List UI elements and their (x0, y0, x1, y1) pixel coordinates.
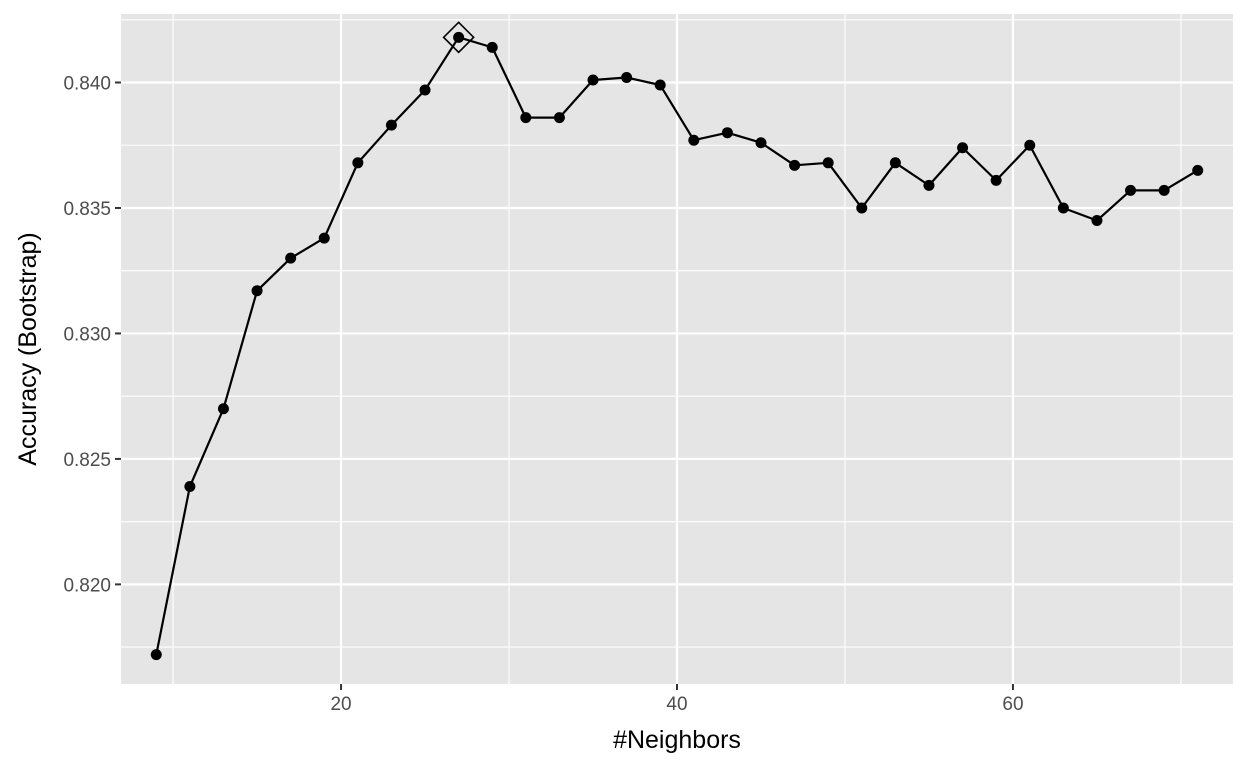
axis-ticks: 20 40 60 0.820 0.825 0.830 0.835 0.840 (63, 74, 1023, 715)
data-point (486, 41, 498, 53)
data-point (184, 481, 196, 493)
data-point (318, 232, 330, 244)
data-point (520, 112, 532, 124)
series-line (155, 36, 1199, 655)
y-axis-title: Accuracy (Bootstrap) (14, 232, 42, 465)
data-point (1057, 202, 1069, 214)
y-tick-label: 0.830 (63, 324, 111, 345)
data-point (822, 157, 834, 169)
data-point (453, 31, 465, 43)
data-point (587, 74, 599, 86)
x-tick-label: 40 (666, 694, 687, 715)
y-tick-label: 0.825 (63, 450, 111, 471)
data-point (889, 157, 901, 169)
data-point (755, 137, 767, 149)
data-point (1158, 184, 1170, 196)
x-tick-label: 60 (1002, 694, 1023, 715)
data-point (150, 649, 162, 661)
data-point (251, 285, 263, 297)
y-tick-label: 0.835 (63, 199, 111, 220)
y-tick-label: 0.820 (63, 575, 111, 596)
x-axis-title: #Neighbors (613, 726, 741, 754)
data-point (352, 157, 364, 169)
data-point (957, 142, 969, 154)
data-point (1024, 139, 1036, 151)
data-point (419, 84, 431, 96)
best-diamond-marker (442, 21, 475, 54)
y-tick-label: 0.840 (63, 74, 111, 95)
best-marker-group (442, 21, 475, 54)
data-point (688, 134, 700, 146)
data-point (285, 252, 297, 264)
data-point (990, 174, 1002, 186)
data-point (856, 202, 868, 214)
series-group (150, 31, 1204, 661)
major-gridlines (121, 14, 1233, 684)
data-point (1091, 215, 1103, 227)
data-point (721, 127, 733, 139)
data-point (923, 179, 935, 191)
x-tick-label: 20 (330, 694, 351, 715)
data-point (1125, 184, 1137, 196)
data-point (789, 159, 801, 171)
data-point (217, 403, 229, 415)
data-point (621, 71, 633, 83)
data-point (385, 119, 397, 131)
data-point (654, 79, 666, 91)
data-point (553, 112, 565, 124)
data-point (1192, 164, 1204, 176)
